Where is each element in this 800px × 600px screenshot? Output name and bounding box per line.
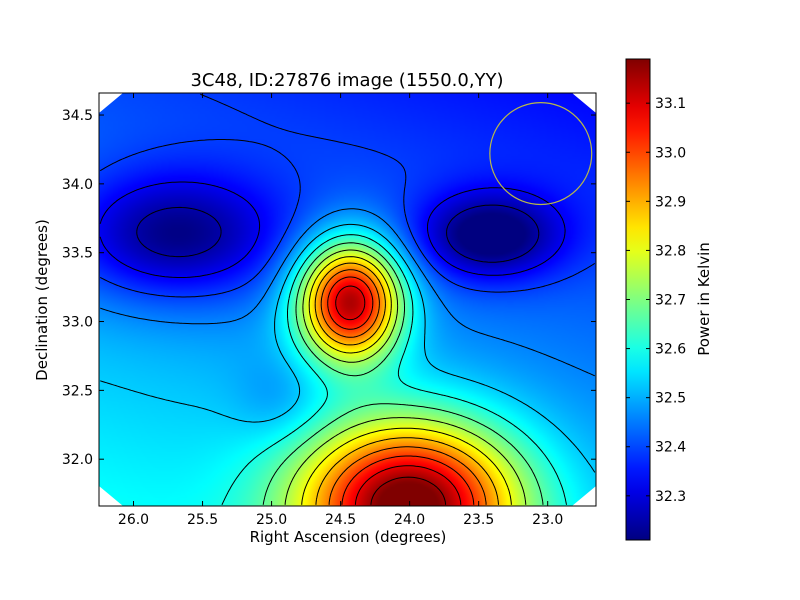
beam-circle (489, 102, 593, 206)
contour-lines (99, 93, 596, 506)
contour-line (262, 242, 544, 505)
colorbar-tick-label: 33.0 (655, 145, 686, 161)
x-axis-label: Right Ascension (degrees) (250, 528, 447, 546)
contour-line (327, 276, 475, 505)
x-tick-label: 23.5 (463, 512, 494, 528)
x-axis: 26.0 25.5 25.0 24.5 24.0 23.5 23.0 (118, 93, 563, 528)
colorbar-tick-label: 32.4 (655, 440, 686, 456)
plot-area (98, 92, 597, 507)
colorbar-ticks: 32.3 32.4 32.5 32.6 32.7 32.8 32.9 33.0 33.1 (626, 96, 686, 505)
contour-line (221, 234, 567, 506)
y-tick-label: 34.5 (62, 108, 93, 124)
colorbar: 32.3 32.4 32.5 32.6 32.7 32.8 32.9 33.0 33.1 Pow… (625, 58, 713, 541)
colorbar-tick-label: 32.7 (655, 293, 686, 309)
x-tick-label: 25.0 (256, 512, 287, 528)
x-tick-label: 24.0 (394, 512, 425, 528)
colorbar-tick-label: 32.8 (655, 243, 686, 259)
contour-line (335, 285, 462, 505)
x-tick-label: 23.0 (532, 512, 563, 528)
contour-line (314, 262, 499, 505)
y-axis-label: Declination (degrees) (33, 219, 51, 381)
y-axis: 32.0 32.5 33.0 33.5 34.0 34.5 (62, 108, 596, 468)
colorbar-label: Power in Kelvin (695, 242, 713, 356)
contour-line (370, 476, 447, 505)
contour-line (99, 181, 566, 278)
y-tick-label: 32.0 (62, 452, 93, 468)
x-tick-label: 26.0 (118, 512, 149, 528)
contour-line (284, 249, 527, 505)
contour-line (100, 223, 596, 473)
heatmap-image (99, 93, 596, 506)
contour-line (136, 204, 540, 263)
y-tick-label: 33.5 (62, 246, 93, 262)
contour-line (301, 256, 512, 505)
x-tick-label: 25.5 (187, 512, 218, 528)
colorbar-tick-label: 32.6 (655, 342, 686, 358)
y-tick-label: 33.0 (62, 315, 93, 331)
contour-line (100, 208, 595, 377)
colorbar-tick-label: 32.3 (655, 489, 686, 505)
colorbar-tick-label: 32.9 (655, 194, 686, 210)
y-tick-label: 34.0 (62, 177, 93, 193)
contour-line (99, 93, 595, 298)
y-tick-label: 32.5 (62, 383, 93, 399)
x-tick-label: 24.5 (325, 512, 356, 528)
colorbar-tick-label: 33.1 (655, 96, 686, 112)
colorbar-tick-label: 32.5 (655, 391, 686, 407)
chart-title: 3C48, ID:27876 image (1550.0,YY) (190, 70, 503, 91)
contour-line (320, 269, 487, 505)
plot-frame (98, 92, 597, 507)
